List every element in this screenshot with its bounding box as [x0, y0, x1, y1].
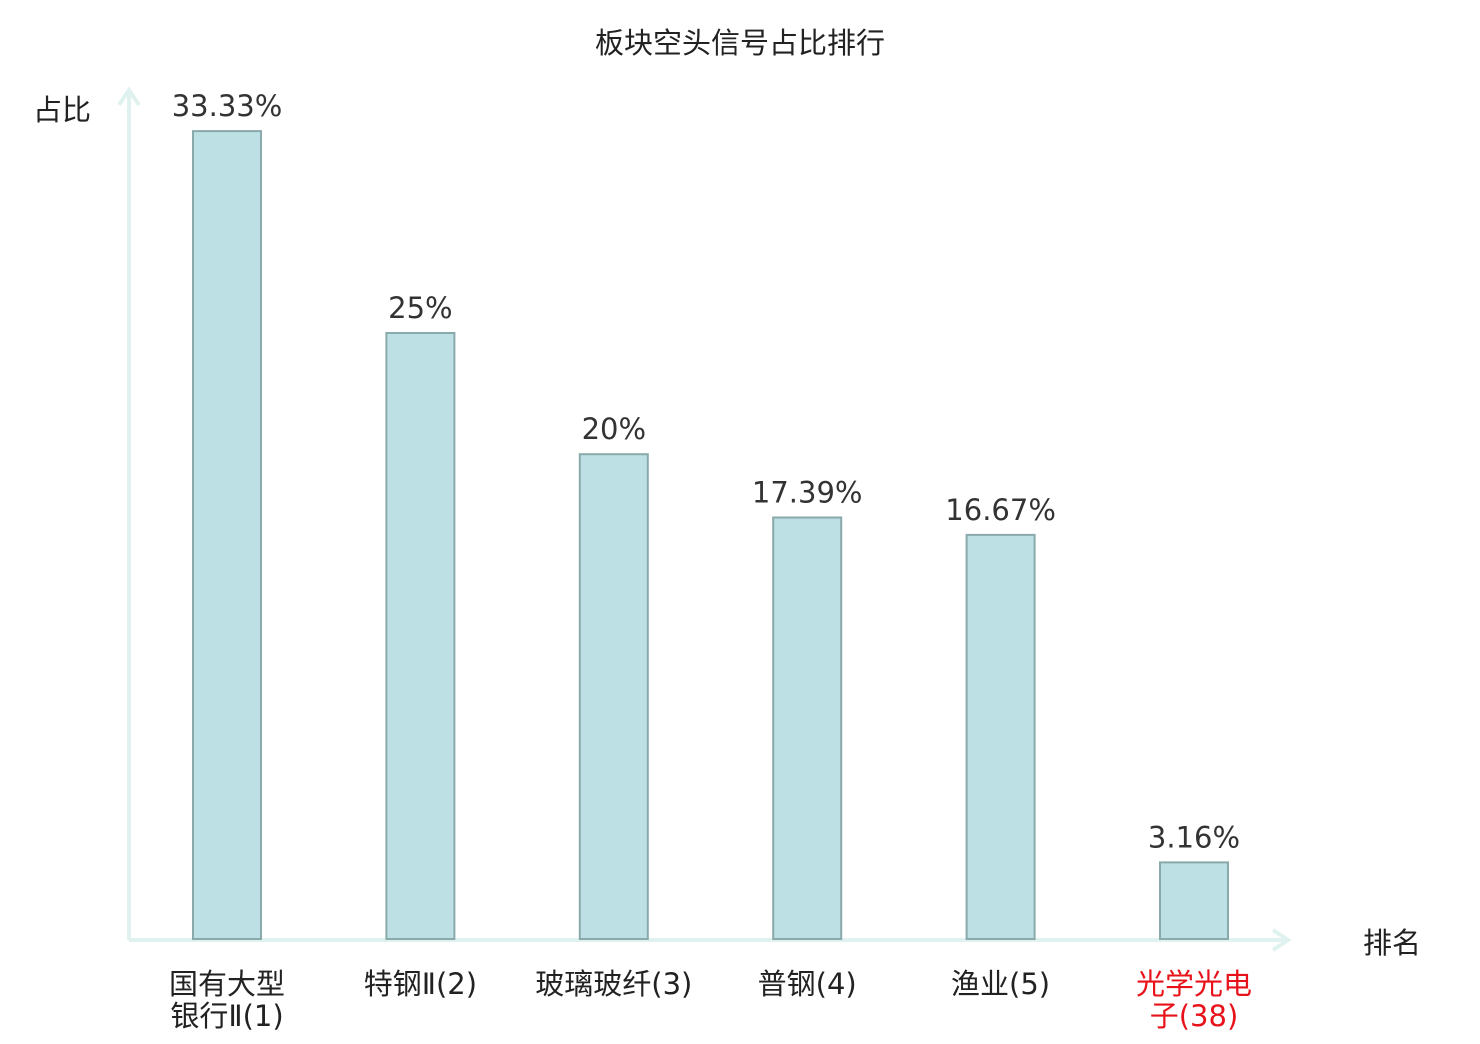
category-label-5-line-1: 子(38) [1150, 999, 1239, 1033]
bar-2 [578, 453, 649, 940]
value-label-5: 3.16% [1148, 820, 1240, 854]
x-axis: 排名 [129, 926, 1421, 960]
category-label-4-line-0: 渔业(5) [951, 967, 1050, 1001]
bars-group [192, 130, 1229, 941]
category-label-0: 国有大型银行Ⅱ(1) [169, 967, 285, 1033]
bar-4 [965, 533, 1036, 941]
value-label-3: 17.39% [752, 476, 863, 510]
bar-0 [192, 130, 262, 941]
value-label-0: 33.33% [172, 89, 283, 123]
value-label-1: 25% [388, 291, 452, 325]
value-labels-group: 33.33% 25% 20% 17.39% 16.67% 3.16% [172, 89, 1240, 854]
category-label-1-line-0: 特钢Ⅱ(2) [364, 967, 477, 1001]
y-axis-arrow-icon [117, 86, 141, 107]
y-axis: 占比 [33, 86, 141, 940]
value-label-4: 16.67% [945, 493, 1056, 527]
category-label-1: 特钢Ⅱ(2) [364, 967, 477, 1001]
bar-5 [1159, 861, 1229, 941]
category-labels-group: 国有大型银行Ⅱ(1) 特钢Ⅱ(2) 玻璃玻纤(3) 普钢(4) 渔业(5) 光学光电子(3… [169, 967, 1252, 1033]
category-label-2-line-0: 玻璃玻纤(3) [535, 967, 692, 1001]
category-label-4: 渔业(5) [951, 967, 1050, 1001]
x-axis-arrow-icon [1271, 928, 1292, 952]
category-label-3: 普钢(4) [758, 967, 857, 1001]
y-axis-label: 占比 [33, 93, 91, 127]
category-label-0-line-0: 国有大型 [169, 967, 285, 1001]
bar-3 [772, 516, 843, 940]
category-label-5: 光学光电子(38) [1136, 967, 1252, 1033]
chart-title: 板块空头信号占比排行 [595, 26, 885, 60]
category-label-2: 玻璃玻纤(3) [535, 967, 692, 1001]
category-label-0-line-1: 银行Ⅱ(1) [170, 999, 283, 1033]
bar-1 [385, 332, 456, 940]
category-label-5-line-0: 光学光电 [1136, 967, 1252, 1001]
x-axis-label: 排名 [1363, 926, 1421, 960]
value-label-2: 20% [582, 412, 646, 446]
category-label-3-line-0: 普钢(4) [758, 967, 857, 1001]
